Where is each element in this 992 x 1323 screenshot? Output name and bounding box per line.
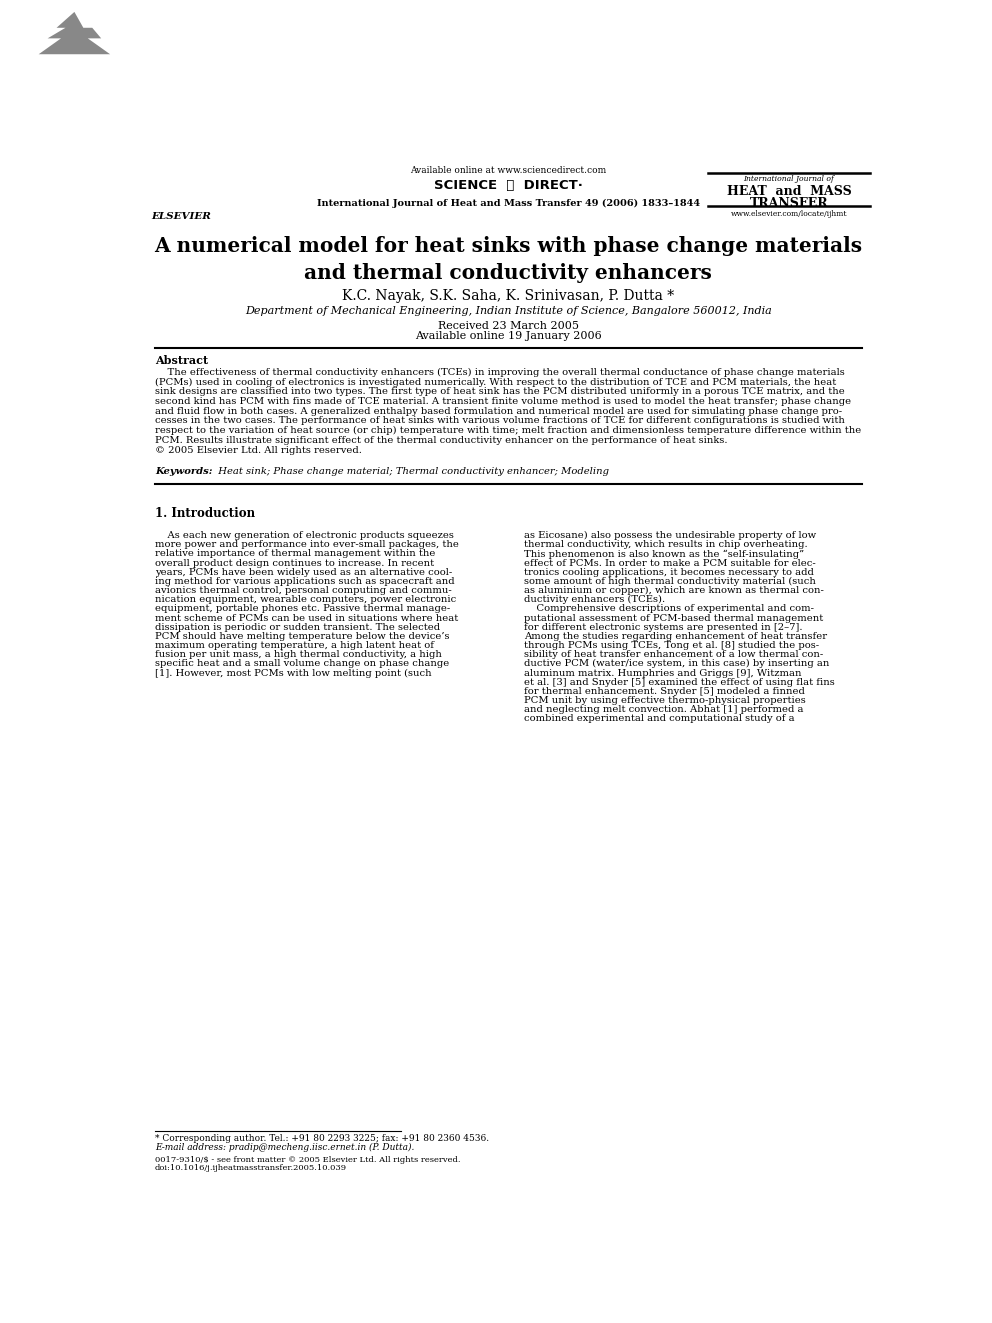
Text: effect of PCMs. In order to make a PCM suitable for elec-: effect of PCMs. In order to make a PCM s… xyxy=(524,558,815,568)
Text: Among the studies regarding enhancement of heat transfer: Among the studies regarding enhancement … xyxy=(524,632,827,640)
Text: relative importance of thermal management within the: relative importance of thermal managemen… xyxy=(155,549,435,558)
Text: nication equipment, wearable computers, power electronic: nication equipment, wearable computers, … xyxy=(155,595,456,605)
Text: doi:10.1016/j.ijheatmasstransfer.2005.10.039: doi:10.1016/j.ijheatmasstransfer.2005.10… xyxy=(155,1164,347,1172)
Text: as Eicosane) also possess the undesirable property of low: as Eicosane) also possess the undesirabl… xyxy=(524,531,815,540)
Text: Received 23 March 2005: Received 23 March 2005 xyxy=(437,320,579,331)
Text: tronics cooling applications, it becomes necessary to add: tronics cooling applications, it becomes… xyxy=(524,568,813,577)
Text: This phenomenon is also known as the “self-insulating”: This phenomenon is also known as the “se… xyxy=(524,549,804,558)
Text: Keywords:: Keywords: xyxy=(155,467,212,476)
Text: International Journal of Heat and Mass Transfer 49 (2006) 1833–1844: International Journal of Heat and Mass T… xyxy=(316,198,700,208)
Text: for thermal enhancement. Snyder [5] modeled a finned: for thermal enhancement. Snyder [5] mode… xyxy=(524,687,805,696)
Polygon shape xyxy=(39,12,110,54)
Text: maximum operating temperature, a high latent heat of: maximum operating temperature, a high la… xyxy=(155,642,434,650)
Text: et al. [3] and Snyder [5] examined the effect of using flat fins: et al. [3] and Snyder [5] examined the e… xyxy=(524,677,834,687)
Text: some amount of high thermal conductivity material (such: some amount of high thermal conductivity… xyxy=(524,577,815,586)
Text: putational assessment of PCM-based thermal management: putational assessment of PCM-based therm… xyxy=(524,614,823,623)
Text: Comprehensive descriptions of experimental and com-: Comprehensive descriptions of experiment… xyxy=(524,605,813,614)
Text: K.C. Nayak, S.K. Saha, K. Srinivasan, P. Dutta *: K.C. Nayak, S.K. Saha, K. Srinivasan, P.… xyxy=(342,290,675,303)
Text: PCM. Results illustrate significant effect of the thermal conductivity enhancer : PCM. Results illustrate significant effe… xyxy=(155,437,727,445)
Text: overall product design continues to increase. In recent: overall product design continues to incr… xyxy=(155,558,434,568)
Text: thermal conductivity, which results in chip overheating.: thermal conductivity, which results in c… xyxy=(524,540,807,549)
Text: TRANSFER: TRANSFER xyxy=(750,197,828,210)
Text: second kind has PCM with fins made of TCE material. A transient finite volume me: second kind has PCM with fins made of TC… xyxy=(155,397,851,406)
Text: (PCMs) used in cooling of electronics is investigated numerically. With respect : (PCMs) used in cooling of electronics is… xyxy=(155,377,836,386)
Text: cesses in the two cases. The performance of heat sinks with various volume fract: cesses in the two cases. The performance… xyxy=(155,417,844,426)
Text: ing method for various applications such as spacecraft and: ing method for various applications such… xyxy=(155,577,454,586)
Text: As each new generation of electronic products squeezes: As each new generation of electronic pro… xyxy=(155,531,453,540)
Text: © 2005 Elsevier Ltd. All rights reserved.: © 2005 Elsevier Ltd. All rights reserved… xyxy=(155,446,362,455)
Text: International Journal of: International Journal of xyxy=(744,175,834,183)
Text: A numerical model for heat sinks with phase change materials
and thermal conduct: A numerical model for heat sinks with ph… xyxy=(155,237,862,283)
Text: Department of Mechanical Engineering, Indian Institute of Science, Bangalore 560: Department of Mechanical Engineering, In… xyxy=(245,307,772,316)
Text: Abstract: Abstract xyxy=(155,356,208,366)
Text: sibility of heat transfer enhancement of a low thermal con-: sibility of heat transfer enhancement of… xyxy=(524,650,823,659)
Text: Heat sink; Phase change material; Thermal conductivity enhancer; Modeling: Heat sink; Phase change material; Therma… xyxy=(211,467,609,476)
Text: fusion per unit mass, a high thermal conductivity, a high: fusion per unit mass, a high thermal con… xyxy=(155,650,441,659)
Text: Available online 19 January 2006: Available online 19 January 2006 xyxy=(415,331,602,341)
Text: years, PCMs have been widely used as an alternative cool-: years, PCMs have been widely used as an … xyxy=(155,568,452,577)
Text: PCM unit by using effective thermo-physical properties: PCM unit by using effective thermo-physi… xyxy=(524,696,806,705)
Text: ment scheme of PCMs can be used in situations where heat: ment scheme of PCMs can be used in situa… xyxy=(155,614,458,623)
Text: sink designs are classified into two types. The first type of heat sink has the : sink designs are classified into two typ… xyxy=(155,388,844,396)
Text: ductive PCM (water/ice system, in this case) by inserting an: ductive PCM (water/ice system, in this c… xyxy=(524,659,829,668)
Text: PCM should have melting temperature below the device’s: PCM should have melting temperature belo… xyxy=(155,632,449,640)
Text: dissipation is periodic or sudden transient. The selected: dissipation is periodic or sudden transi… xyxy=(155,623,439,631)
Text: Available online at www.sciencedirect.com: Available online at www.sciencedirect.co… xyxy=(411,165,606,175)
Text: SCIENCE  ⓐ  DIRECT·: SCIENCE ⓐ DIRECT· xyxy=(434,179,583,192)
Text: E-mail address: pradip@mecheng.iisc.ernet.in (P. Dutta).: E-mail address: pradip@mecheng.iisc.erne… xyxy=(155,1143,414,1152)
Text: avionics thermal control, personal computing and commu-: avionics thermal control, personal compu… xyxy=(155,586,451,595)
Text: ELSEVIER: ELSEVIER xyxy=(152,212,211,221)
Text: as aluminium or copper), which are known as thermal con-: as aluminium or copper), which are known… xyxy=(524,586,823,595)
Text: aluminum matrix. Humphries and Griggs [9], Witzman: aluminum matrix. Humphries and Griggs [9… xyxy=(524,668,802,677)
Text: combined experimental and computational study of a: combined experimental and computational … xyxy=(524,714,795,724)
Text: 1. Introduction: 1. Introduction xyxy=(155,507,255,520)
Text: through PCMs using TCEs, Tong et al. [8] studied the pos-: through PCMs using TCEs, Tong et al. [8]… xyxy=(524,642,819,650)
Text: HEAT  and  MASS: HEAT and MASS xyxy=(726,185,851,198)
Text: specific heat and a small volume change on phase change: specific heat and a small volume change … xyxy=(155,659,449,668)
Text: www.elsevier.com/locate/ijhmt: www.elsevier.com/locate/ijhmt xyxy=(731,209,847,218)
Text: * Corresponding author. Tel.: +91 80 2293 3225; fax: +91 80 2360 4536.: * Corresponding author. Tel.: +91 80 229… xyxy=(155,1134,489,1143)
Text: and neglecting melt convection. Abhat [1] performed a: and neglecting melt convection. Abhat [1… xyxy=(524,705,804,714)
Text: The effectiveness of thermal conductivity enhancers (TCEs) in improving the over: The effectiveness of thermal conductivit… xyxy=(155,368,844,377)
Text: 0017-9310/$ - see front matter © 2005 Elsevier Ltd. All rights reserved.: 0017-9310/$ - see front matter © 2005 El… xyxy=(155,1156,460,1164)
Text: and fluid flow in both cases. A generalized enthalpy based formulation and numer: and fluid flow in both cases. A generali… xyxy=(155,406,842,415)
Text: more power and performance into ever-small packages, the: more power and performance into ever-sma… xyxy=(155,540,458,549)
Text: [1]. However, most PCMs with low melting point (such: [1]. However, most PCMs with low melting… xyxy=(155,668,432,677)
Text: respect to the variation of heat source (or chip) temperature with time; melt fr: respect to the variation of heat source … xyxy=(155,426,861,435)
Text: for different electronic systems are presented in [2–7].: for different electronic systems are pre… xyxy=(524,623,803,631)
Text: equipment, portable phones etc. Passive thermal manage-: equipment, portable phones etc. Passive … xyxy=(155,605,450,614)
Text: ductivity enhancers (TCEs).: ductivity enhancers (TCEs). xyxy=(524,595,665,605)
